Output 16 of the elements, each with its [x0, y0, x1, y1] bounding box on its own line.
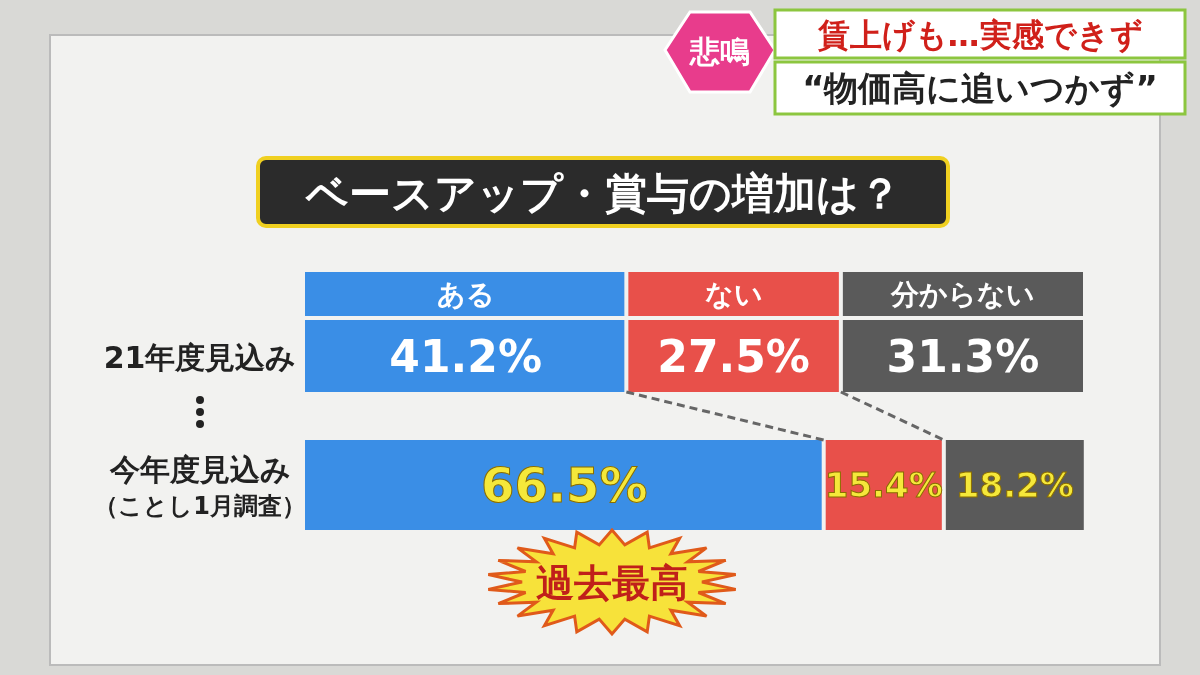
annotation: 過去最高 [536, 561, 688, 605]
data-label: 18.2% [955, 465, 1074, 506]
data-label: 15.4% [824, 465, 943, 506]
series-label: ない [704, 278, 763, 311]
text: 悲鳴 [689, 34, 750, 69]
series-label: 分からない [889, 278, 1035, 311]
data-label: 27.5% [657, 330, 810, 382]
chart-title: ベースアップ・賞与の増加は？ [304, 169, 901, 218]
data-label: 41.2% [389, 330, 543, 382]
series-label: ある [436, 278, 495, 311]
data-label: 66.5% [481, 457, 648, 514]
text: “物価高に追いつかず” [802, 68, 1158, 108]
y-tick-label: 今年度見込み（ことし1月調査） [94, 452, 306, 520]
y-tick-label: 21年度見込み [103, 340, 297, 375]
data-label: 31.3% [886, 330, 1040, 382]
text: 賃上げも…実感できず [816, 16, 1143, 54]
